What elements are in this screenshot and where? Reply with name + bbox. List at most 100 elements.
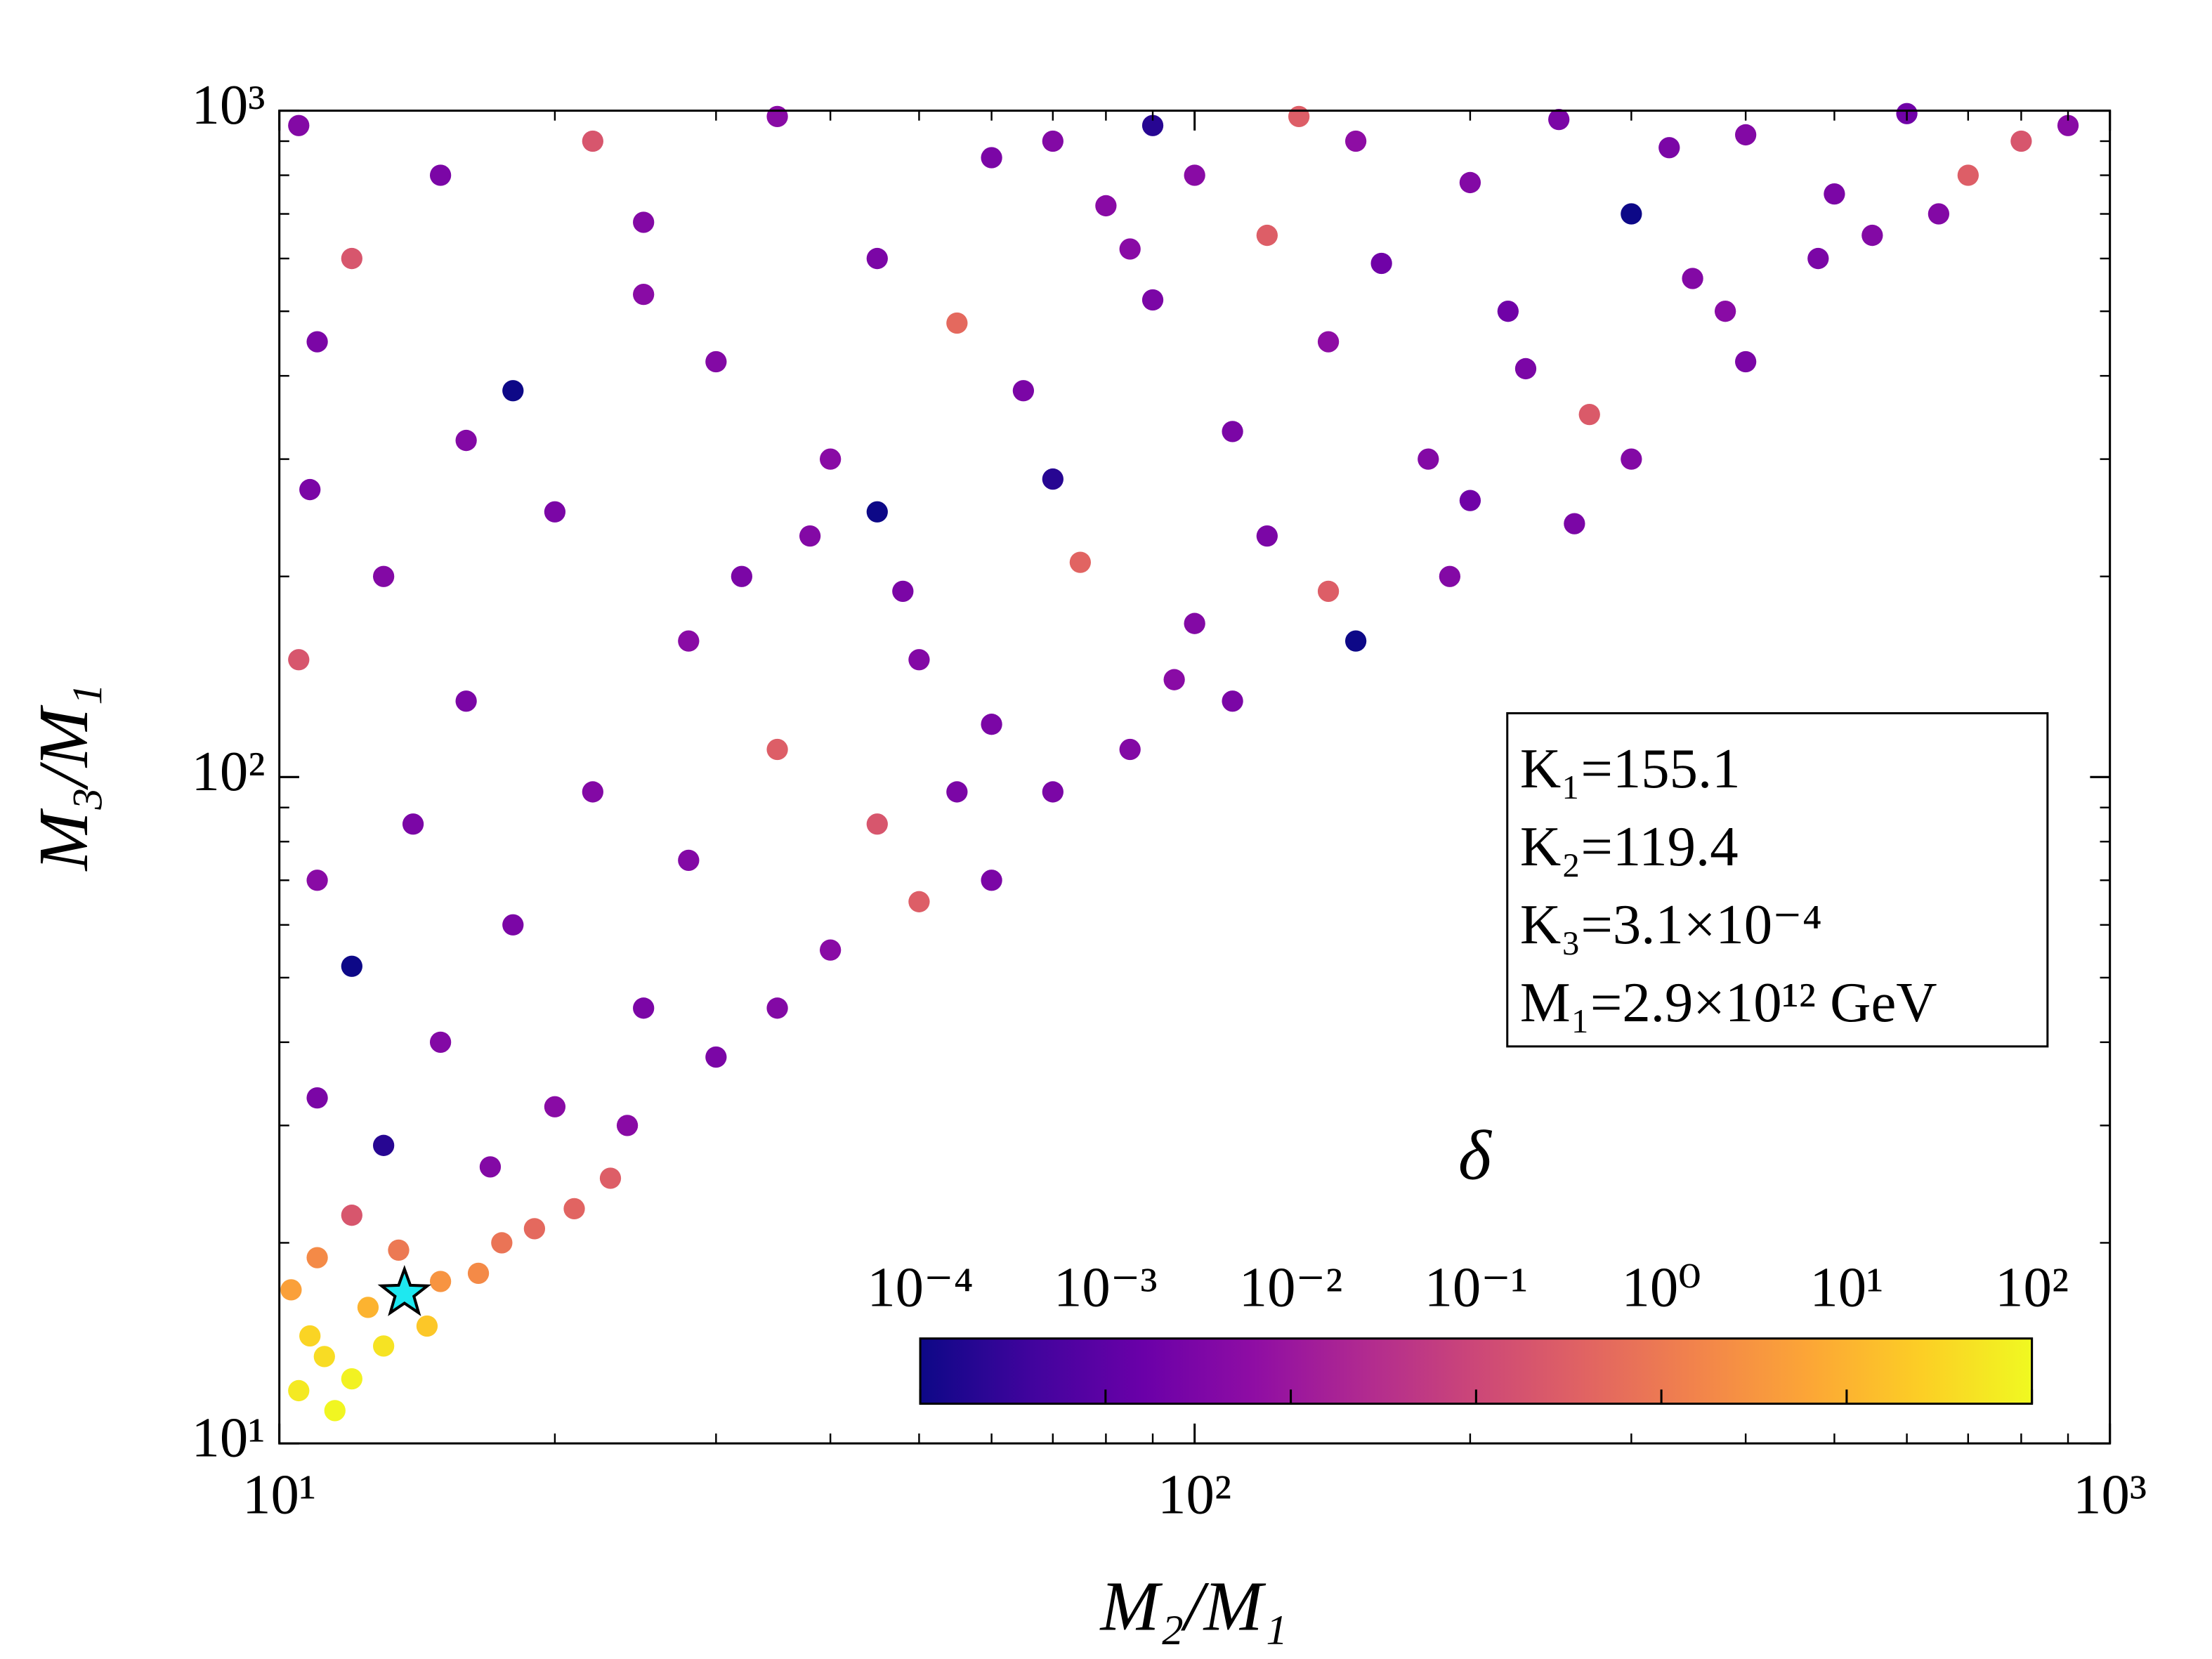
point bbox=[633, 997, 655, 1019]
point bbox=[1957, 164, 1979, 186]
point bbox=[544, 1096, 566, 1117]
point bbox=[731, 565, 753, 587]
point bbox=[1163, 669, 1185, 690]
point bbox=[523, 1218, 546, 1240]
point bbox=[479, 1156, 502, 1178]
point bbox=[299, 478, 321, 501]
point bbox=[280, 1279, 302, 1301]
point bbox=[866, 247, 888, 270]
x-tick-label: 10³ bbox=[2073, 1463, 2147, 1526]
point bbox=[324, 1400, 346, 1422]
point bbox=[1861, 224, 1883, 247]
point bbox=[455, 429, 477, 452]
point bbox=[341, 1205, 362, 1226]
point bbox=[1564, 513, 1585, 535]
point bbox=[341, 955, 362, 977]
annotation: K₂=119.4 bbox=[1520, 815, 1739, 878]
point bbox=[1012, 380, 1035, 402]
point bbox=[467, 1262, 490, 1285]
point bbox=[388, 1239, 410, 1261]
point bbox=[372, 565, 395, 587]
point bbox=[599, 1167, 622, 1189]
point bbox=[1184, 164, 1205, 186]
point bbox=[416, 1315, 438, 1337]
point bbox=[1317, 580, 1340, 602]
point bbox=[1548, 108, 1570, 131]
annotation: K₃=3.1×10⁻⁴ bbox=[1520, 893, 1822, 956]
point bbox=[866, 813, 888, 835]
point bbox=[981, 870, 1002, 891]
point bbox=[1418, 448, 1439, 470]
point bbox=[1735, 124, 1757, 146]
point bbox=[306, 331, 328, 353]
point bbox=[1222, 421, 1243, 442]
point bbox=[1222, 690, 1243, 712]
point bbox=[1682, 268, 1703, 289]
point bbox=[981, 147, 1002, 169]
point bbox=[1621, 203, 1642, 225]
colorbar-tick-label: 10⁻¹ bbox=[1425, 1257, 1529, 1319]
point bbox=[372, 1134, 395, 1156]
point bbox=[1439, 565, 1461, 587]
point bbox=[705, 1046, 727, 1068]
point bbox=[1459, 171, 1481, 194]
point bbox=[313, 1346, 335, 1368]
point bbox=[1807, 247, 1829, 270]
point bbox=[341, 247, 362, 270]
point bbox=[1578, 403, 1600, 426]
colorbar-tick-label: 10⁻³ bbox=[1054, 1257, 1158, 1319]
point bbox=[678, 630, 700, 652]
x-tick-label: 10¹ bbox=[242, 1463, 316, 1526]
colorbar-tick-label: 10² bbox=[1995, 1257, 2069, 1319]
point bbox=[1288, 105, 1310, 128]
point bbox=[820, 448, 842, 470]
point bbox=[341, 1368, 362, 1390]
point bbox=[1042, 468, 1064, 490]
point bbox=[908, 649, 930, 671]
point bbox=[429, 1031, 452, 1053]
point bbox=[582, 130, 603, 152]
point bbox=[799, 525, 821, 547]
point bbox=[981, 714, 1002, 735]
point bbox=[892, 580, 914, 602]
point bbox=[766, 738, 788, 761]
point bbox=[357, 1297, 379, 1318]
point bbox=[766, 997, 788, 1019]
colorbar-tick-label: 10⁻² bbox=[1239, 1257, 1343, 1319]
colorbar-tick-label: 10¹ bbox=[1809, 1257, 1883, 1319]
highlight-star bbox=[377, 1265, 432, 1316]
point bbox=[502, 380, 524, 402]
point bbox=[299, 1325, 321, 1347]
point bbox=[306, 1087, 328, 1109]
point bbox=[491, 1232, 513, 1254]
point bbox=[1824, 183, 1845, 205]
point bbox=[429, 164, 452, 186]
colorbar-tick-label: 10⁰ bbox=[1622, 1257, 1701, 1319]
point bbox=[678, 849, 700, 871]
point bbox=[1317, 331, 1340, 353]
point bbox=[908, 891, 930, 912]
point bbox=[946, 312, 968, 334]
point bbox=[1370, 252, 1392, 275]
point bbox=[1256, 525, 1278, 547]
point bbox=[1459, 490, 1481, 511]
point bbox=[502, 914, 524, 936]
annotation: M₁=2.9×10¹² GeV bbox=[1520, 971, 1937, 1034]
point bbox=[1497, 301, 1519, 322]
point bbox=[633, 284, 655, 306]
point bbox=[820, 939, 842, 961]
point bbox=[455, 690, 477, 712]
colorbar-label: δ bbox=[1458, 1116, 1493, 1195]
point bbox=[544, 501, 566, 523]
point bbox=[1095, 195, 1117, 217]
point bbox=[372, 1335, 395, 1357]
point bbox=[288, 114, 310, 136]
annotation: K₁=155.1 bbox=[1520, 737, 1741, 800]
point bbox=[866, 501, 888, 523]
point bbox=[1141, 289, 1164, 311]
point bbox=[1714, 301, 1736, 322]
point bbox=[1069, 551, 1092, 573]
y-tick-label: 10¹ bbox=[192, 1407, 266, 1469]
x-axis-label: M₂/M₁ bbox=[1099, 1566, 1287, 1645]
point bbox=[1119, 238, 1141, 260]
